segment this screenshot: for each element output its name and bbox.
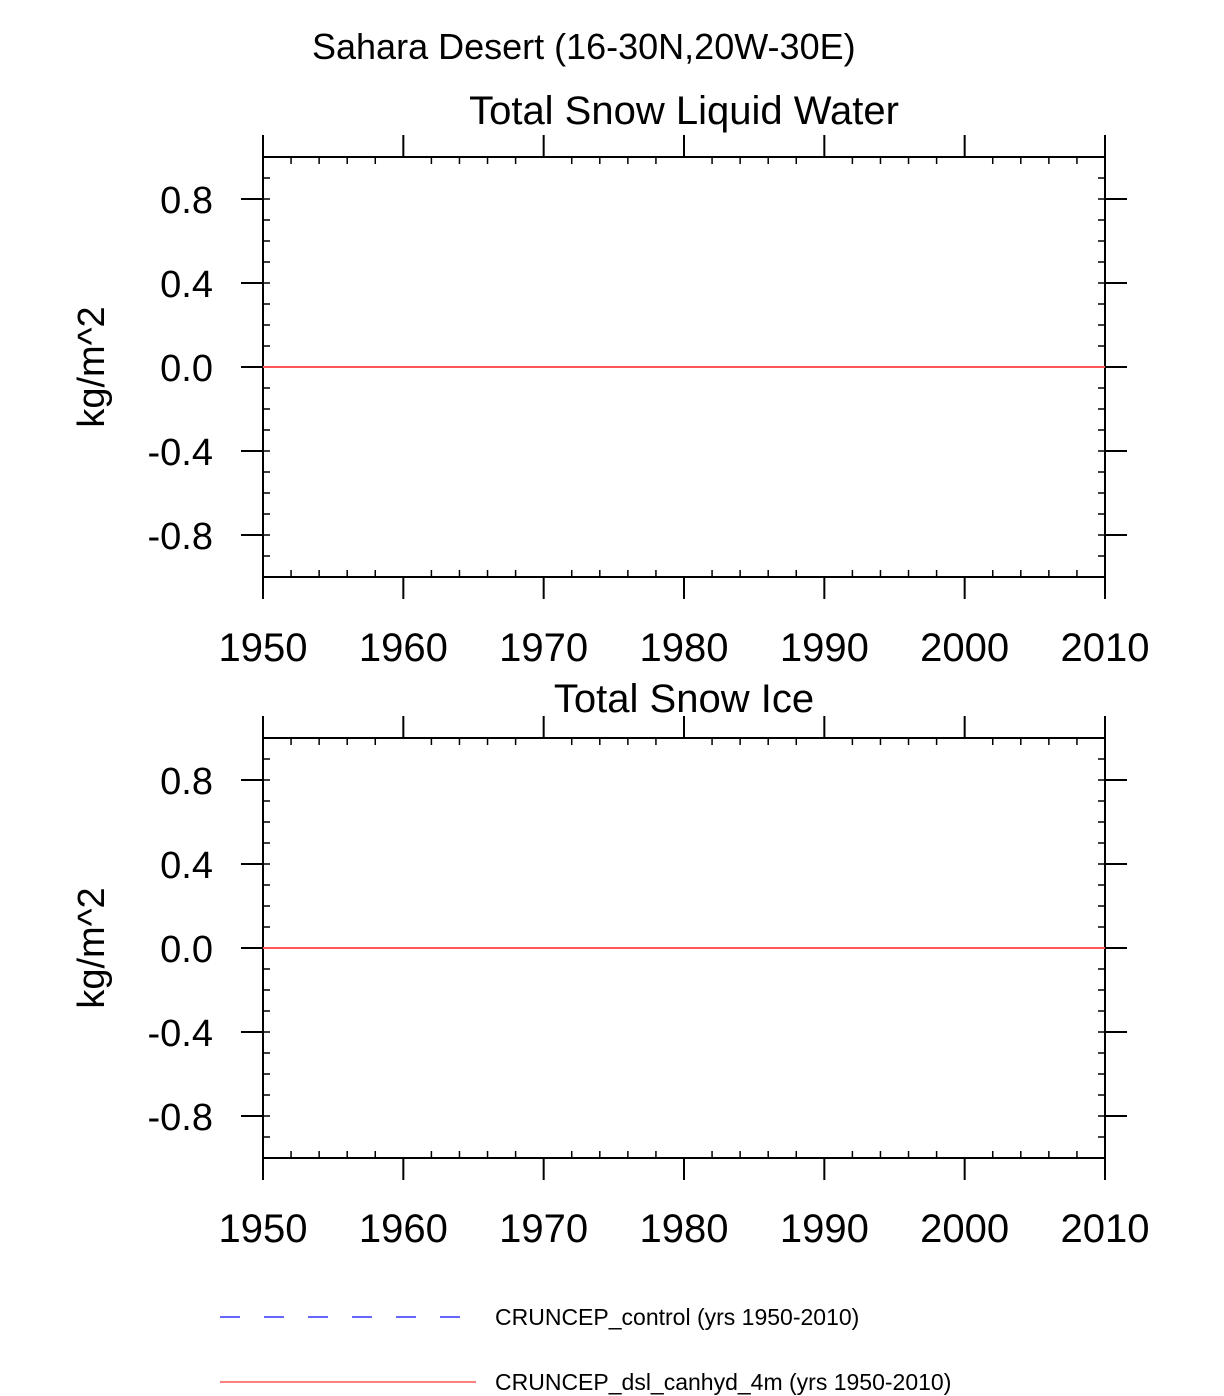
y-tick-label: -0.4 [148,432,213,474]
panel-snow-ice: Total Snow Ice kg/m^2 0.8 0.4 0.0 -0.4 -0.8 195… [71,677,1149,1251]
x-tick-label: 2000 [920,1207,1009,1251]
figure-suptitle: Sahara Desert (16-30N,20W-30E) [312,26,856,67]
y-tick-label: 0.0 [160,348,213,390]
panel-snow-liquid-water: Total Snow Liquid Water kg/m^2 0.8 0.4 0.0 -0… [71,89,1149,670]
x-tick-label: 1970 [499,1207,588,1251]
x-tick-label: 1960 [359,626,448,670]
x-tick-label: 1990 [780,1207,869,1251]
y-tick-label: -0.8 [148,1097,213,1139]
chart-title: Total Snow Liquid Water [469,89,899,133]
x-tick-label: 2010 [1061,1207,1150,1251]
y-tick-label: -0.8 [148,516,213,558]
x-tick-label: 1950 [219,1207,308,1251]
x-tick-label: 1980 [640,1207,729,1251]
legend-label: CRUNCEP_control (yrs 1950-2010) [495,1304,859,1330]
y-tick-label: 0.4 [160,264,213,306]
legend: CRUNCEP_control (yrs 1950-2010) CRUNCEP_d… [220,1304,951,1395]
x-tick-label: 2000 [920,626,1009,670]
y-tick-label: 0.8 [160,761,213,803]
legend-label: CRUNCEP_dsl_canhyd_4m (yrs 1950-2010) [495,1369,951,1395]
y-axis-label: kg/m^2 [71,306,113,427]
y-tick-label: 0.8 [160,180,213,222]
y-tick-label: 0.4 [160,845,213,887]
x-tick-label: 1960 [359,1207,448,1251]
x-tick-label: 1970 [499,626,588,670]
chart-title: Total Snow Ice [554,677,814,721]
x-tick-label: 1990 [780,626,869,670]
y-axis-label: kg/m^2 [71,887,113,1008]
x-tick-label: 1980 [640,626,729,670]
y-tick-label: 0.0 [160,929,213,971]
x-tick-label: 1950 [219,626,308,670]
y-tick-label: -0.4 [148,1013,213,1055]
x-tick-label: 2010 [1061,626,1150,670]
